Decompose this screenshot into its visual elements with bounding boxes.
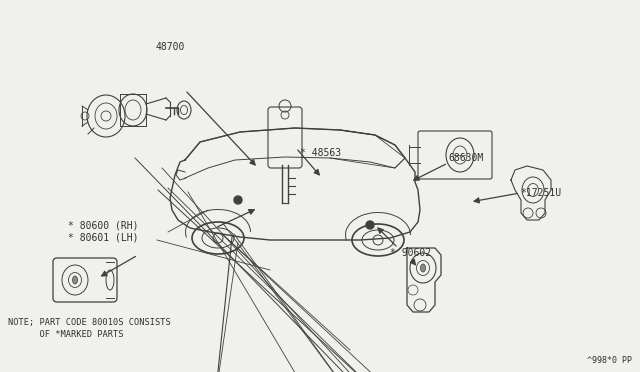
Ellipse shape bbox=[72, 276, 77, 284]
Text: *17251U: *17251U bbox=[520, 188, 561, 198]
Circle shape bbox=[366, 221, 374, 229]
Text: ^998*0 PP: ^998*0 PP bbox=[587, 356, 632, 365]
Text: * 90602: * 90602 bbox=[390, 248, 431, 258]
Text: * 80600 (RH): * 80600 (RH) bbox=[68, 220, 138, 230]
Ellipse shape bbox=[420, 264, 426, 272]
Text: 68630M: 68630M bbox=[448, 153, 483, 163]
Circle shape bbox=[234, 196, 242, 204]
Text: NOTE; PART CODE 80010S CONSISTS: NOTE; PART CODE 80010S CONSISTS bbox=[8, 318, 171, 327]
Text: * 48563: * 48563 bbox=[300, 148, 341, 158]
Text: 48700: 48700 bbox=[155, 42, 184, 52]
Text: * 80601 (LH): * 80601 (LH) bbox=[68, 233, 138, 243]
Text: OF *MARKED PARTS: OF *MARKED PARTS bbox=[8, 330, 124, 339]
